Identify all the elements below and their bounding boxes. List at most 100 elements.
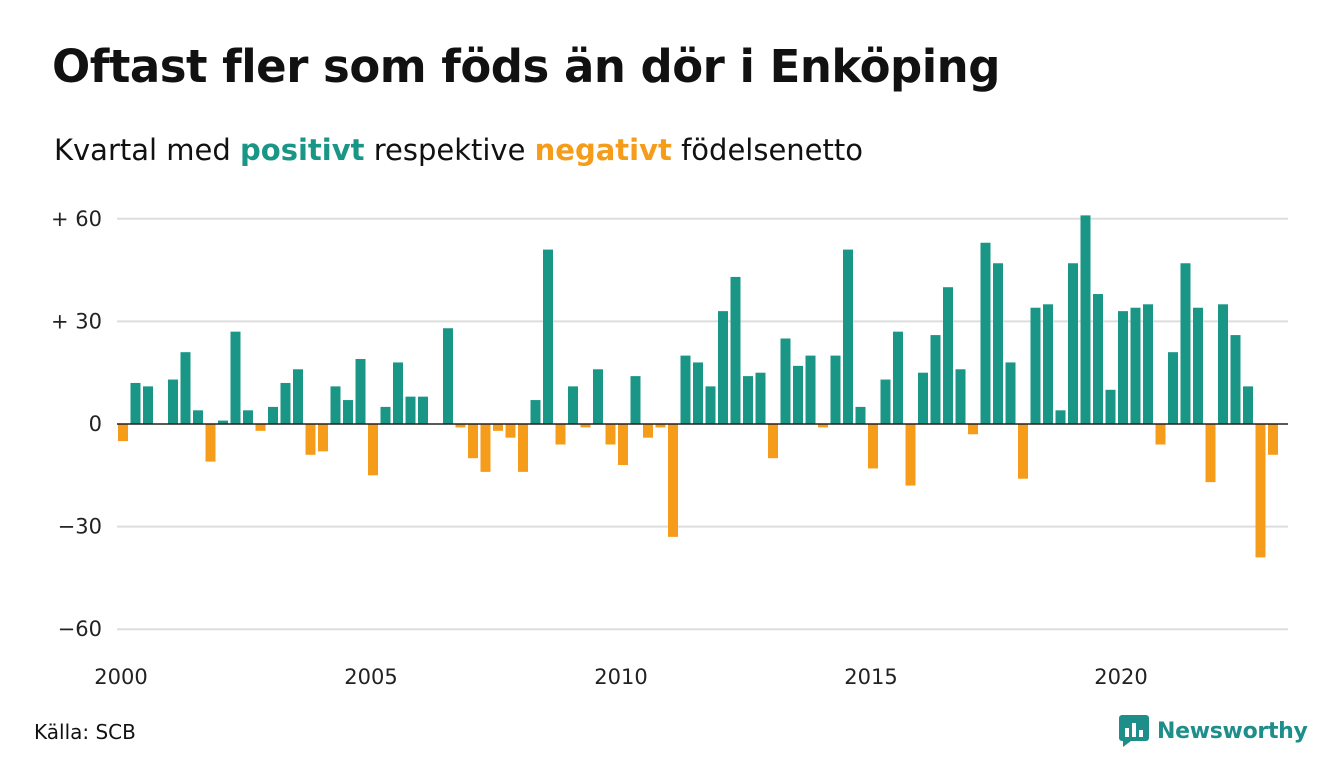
- bar-2012-q3: [743, 376, 753, 424]
- bar-2020-q1: [1118, 311, 1128, 424]
- bar-2012-q4: [755, 372, 766, 424]
- bar-2010-q2: [630, 376, 641, 424]
- bar-2014-q4: [855, 406, 866, 424]
- bar-2021-q1: [1168, 352, 1178, 424]
- bar-2015-q2: [880, 379, 891, 424]
- bar-2016-q3: [943, 287, 953, 424]
- bar-2002-q3: [243, 410, 253, 424]
- bar-2009-q3: [593, 369, 603, 424]
- bar-2016-q4: [955, 369, 966, 424]
- bar-2008-q3: [543, 249, 553, 424]
- bar-2021-q4: [1205, 424, 1216, 483]
- bar-2003-q2: [280, 382, 291, 424]
- subtitle-middle: respektive: [373, 133, 526, 167]
- bar-2005-q1: [368, 424, 378, 476]
- bar-2008-q1: [518, 424, 528, 472]
- bar-2021-q3: [1193, 307, 1203, 424]
- bar-2006-q3: [443, 328, 453, 424]
- chart-title: Oftast fler som föds än dör i Enköping: [52, 40, 1000, 93]
- bar-2015-q1: [868, 424, 878, 469]
- bar-2021-q2: [1180, 263, 1191, 424]
- bar-2010-q1: [618, 424, 628, 466]
- bar-2018-q3: [1043, 304, 1053, 424]
- y-tick-label: 0: [89, 412, 102, 436]
- bar-2014-q1: [818, 424, 828, 428]
- bar-2011-q2: [680, 355, 691, 424]
- bar-2019-q2: [1080, 215, 1091, 424]
- bar-2012-q1: [718, 311, 728, 424]
- x-tick-label: 2010: [594, 665, 647, 689]
- bar-2017-q2: [980, 242, 991, 424]
- bar-2009-q4: [605, 424, 616, 445]
- bar-2015-q4: [905, 424, 916, 486]
- bar-2011-q4: [705, 386, 716, 424]
- y-tick-label: + 30: [51, 309, 102, 333]
- bar-2008-q4: [555, 424, 566, 445]
- x-tick-label: 2020: [1094, 665, 1147, 689]
- bar-2007-q4: [505, 424, 516, 438]
- bar-2018-q4: [1055, 410, 1066, 424]
- bar-2006-q4: [455, 424, 466, 428]
- x-tick-label: 2015: [844, 665, 897, 689]
- bar-2009-q1: [568, 386, 578, 424]
- bar-2020-q4: [1155, 424, 1166, 445]
- bar-2014-q3: [843, 249, 853, 424]
- bar-2020-q3: [1143, 304, 1153, 424]
- bar-2013-q2: [780, 338, 791, 424]
- bar-2003-q1: [268, 406, 278, 424]
- bar-2000-q1: [118, 424, 128, 442]
- bar-2010-q3: [643, 424, 653, 438]
- subtitle-positive-label: positivt: [240, 133, 365, 167]
- bar-2022-q4: [1255, 424, 1266, 558]
- bar-2007-q2: [480, 424, 491, 472]
- bar-2015-q3: [893, 331, 903, 424]
- bar-2017-q1: [968, 424, 978, 435]
- bar-2007-q3: [493, 424, 503, 431]
- bar-2018-q1: [1018, 424, 1028, 479]
- bar-2007-q1: [468, 424, 478, 459]
- bar-2020-q2: [1130, 307, 1141, 424]
- bar-2001-q1: [168, 379, 178, 424]
- bar-2004-q4: [355, 359, 366, 424]
- bar-2019-q4: [1105, 389, 1116, 424]
- bar-2005-q3: [393, 362, 403, 424]
- bar-2014-q2: [830, 355, 841, 424]
- newsworthy-logo-icon: [1119, 715, 1149, 747]
- bar-2019-q1: [1068, 263, 1078, 424]
- tick-labels: + 60 + 30 0 −30 −60 2000 2005 2010 2015 2020: [51, 207, 1148, 689]
- bar-2011-q1: [668, 424, 678, 537]
- brand-name: Newsworthy: [1157, 718, 1308, 744]
- x-tick-label: 2005: [344, 665, 397, 689]
- brand-logo: Newsworthy: [1119, 714, 1308, 748]
- bar-2000-q3: [143, 386, 153, 424]
- bar-2008-q2: [530, 400, 541, 424]
- bar-2002-q2: [230, 331, 241, 424]
- source-note: Källa: SCB: [34, 720, 136, 744]
- bar-2022-q2: [1230, 335, 1241, 424]
- y-tick-label: −60: [58, 617, 102, 641]
- bar-2023-q1: [1268, 424, 1278, 455]
- bar-2001-q3: [193, 410, 203, 424]
- bar-2001-q2: [180, 352, 191, 424]
- bar-2017-q4: [1005, 362, 1016, 424]
- bar-2000-q2: [130, 382, 141, 424]
- bar-2005-q4: [405, 396, 416, 424]
- bar-2022-q3: [1243, 386, 1253, 424]
- bar-2010-q4: [655, 424, 666, 428]
- bar-2005-q2: [380, 406, 391, 424]
- bar-2006-q1: [418, 396, 428, 424]
- bar-2003-q4: [305, 424, 316, 455]
- bar-2022-q1: [1218, 304, 1228, 424]
- bar-2004-q2: [330, 386, 341, 424]
- bar-2001-q4: [205, 424, 216, 462]
- bar-2002-q4: [255, 424, 266, 431]
- bar-2009-q2: [580, 424, 591, 428]
- bar-2016-q2: [930, 335, 941, 424]
- subtitle-prefix: Kvartal med: [54, 133, 231, 167]
- bar-2002-q1: [218, 420, 228, 424]
- subtitle-suffix: födelsenetto: [681, 133, 863, 167]
- bar-2004-q3: [343, 400, 353, 424]
- bar-2003-q3: [293, 369, 303, 424]
- chart-subtitle: Kvartal med positivt respektive negativt…: [54, 133, 863, 167]
- bar-2013-q3: [793, 365, 803, 424]
